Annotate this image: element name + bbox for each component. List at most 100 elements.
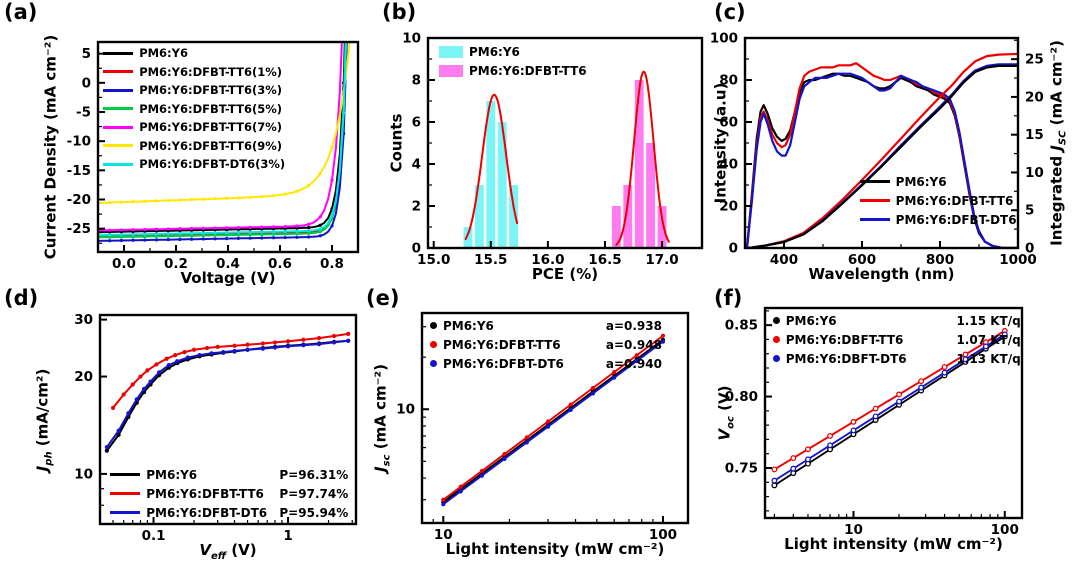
panel-c: (c) 400 600 800 1000 0 20 40 60 80 100 0 5 10 15 20 25 …	[710, 0, 1080, 286]
legend-c: PM6:Y6 PM6:Y6:DFBT-TT6 PM6:Y6:DFBT-DT6	[859, 172, 1017, 229]
panel-b: (b) 15.0 15.5 16.0 16.5 17.0 0 2 4 6 8 10 PCE (%) …	[378, 0, 710, 286]
legend-swatch-icon	[772, 336, 780, 344]
legend-label: PM6:Y6:DFBT-DT6	[895, 212, 1017, 227]
x-tick-label: 16.0	[531, 252, 564, 268]
legend-swatch-icon	[110, 473, 141, 477]
legend-item: PM6:Y6	[859, 172, 1017, 191]
legend-swatch-icon	[103, 51, 134, 55]
y-tick-label: 40	[719, 157, 738, 173]
legend-item: PM6:Y6:DBFT-DT6 1.13 KT/q	[772, 349, 1021, 368]
legend-label: PM6:Y6	[442, 318, 494, 333]
y-axis-label-d: Jph (mA/cm²)	[33, 368, 55, 471]
legend-label: PM6:Y6	[139, 46, 188, 61]
y-tick-label: 0.75	[725, 461, 758, 477]
legend-swatch-icon	[103, 125, 134, 129]
y-tick-label: 8	[412, 73, 421, 89]
x-tick-label: 0.1	[142, 528, 166, 544]
legend-value: P=96.31%	[279, 467, 349, 482]
x-tick-label: 16.5	[588, 252, 621, 268]
panel-tag-c: (c)	[714, 0, 746, 24]
y-tick-label: 0	[82, 75, 91, 91]
legend-item: PM6:Y6:DFBT-TT6 P=97.74%	[110, 484, 348, 503]
legend-item: PM6:Y6:DFBT-TT6(9%)	[103, 137, 285, 156]
x-axis-label-a: Voltage (V)	[180, 269, 276, 287]
y-tick-label: -15	[67, 163, 91, 179]
x-tick-label: 0.6	[268, 256, 292, 272]
legend-label: PM6:Y6	[785, 313, 837, 328]
legend-value: a=0.940	[605, 356, 662, 371]
legend-label: PM6:Y6:DFBT-TT6(9%)	[139, 138, 282, 153]
legend-swatch-icon	[859, 199, 890, 203]
y-tick-label: 0.80	[725, 389, 758, 405]
legend-item: PM6:Y6:DFBT-DT6 P=95.94%	[110, 503, 348, 522]
legend-swatch-icon	[103, 162, 134, 166]
panel-f: (f) 10 100 0.75 0.80 0.85 Light intensity (m…	[710, 286, 1080, 572]
legend-item: PM6:Y6:DBFT-TT6 1.07 KT/q	[772, 330, 1021, 349]
legend-label: PM6:Y6	[468, 44, 520, 59]
x-tick-label: 0.4	[216, 256, 240, 272]
legend-a: PM6:Y6 PM6:Y6:DFBT-TT6(1%) PM6:Y6:DFBT-TT6…	[103, 44, 285, 174]
y-tick-label: 10	[74, 466, 93, 482]
legend-label: PM6:Y6:DBFT-DT6	[785, 351, 907, 366]
legend-label: PM6:Y6:DFBT-TT6	[146, 486, 264, 501]
legend-item: PM6:Y6:DFBT-TT6(7%)	[103, 118, 285, 137]
legend-b: PM6:Y6 PM6:Y6:DFBT-TT6	[438, 42, 587, 80]
legend-label: PM6:Y6:DFBT-TT6(1%)	[139, 64, 282, 79]
legend-swatch-icon	[103, 88, 134, 92]
panel-tag-d: (d)	[4, 286, 39, 310]
legend-item: PM6:Y6	[438, 42, 587, 61]
legend-item: PM6:Y6 a=0.938	[429, 316, 662, 335]
legend-swatch-icon	[429, 341, 437, 349]
y2-axis-label-c: Integrated JSC (mA cm⁻²)	[1047, 40, 1069, 246]
x-axis-label-f: Light intensity (mW cm⁻²)	[784, 535, 1003, 553]
y2-tick-label: 20	[1025, 89, 1044, 105]
panel-a: (a) 0.0 0.2 0.4 0.6 0.8 5 0 -5 -10 -15 -20 -25 Volt…	[0, 0, 378, 287]
panel-tag-a: (a)	[4, 0, 38, 24]
x-tick-label: 17.0	[645, 252, 678, 268]
x-axis-label-b: PCE (%)	[531, 265, 599, 283]
x-tick-label: 1000	[999, 252, 1037, 268]
legend-swatch-icon	[110, 492, 141, 496]
y-axis-label-b: Counts	[387, 113, 406, 173]
x-tick-label: 100	[991, 522, 1019, 538]
x-tick-label: 600	[848, 252, 876, 268]
legend-label: PM6:Y6:DFBT-TT6	[895, 193, 1014, 208]
panel-tag-e: (e)	[366, 286, 400, 310]
legend-label: PM6:Y6:DFBT-TT6	[442, 337, 561, 352]
legend-swatch-icon	[772, 317, 780, 325]
legend-swatch-icon	[438, 64, 463, 77]
legend-value: P=95.94%	[279, 505, 349, 520]
y-axis-label-e: Jsc (mA cm⁻²)	[371, 364, 393, 472]
y-tick-label: 10	[402, 31, 421, 47]
legend-item: PM6:Y6:DFBT-TT6	[859, 191, 1017, 210]
legend-d: PM6:Y6 P=96.31% PM6:Y6:DFBT-TT6 P=97.74% PM6…	[110, 465, 348, 522]
legend-value: a=0.938	[605, 318, 662, 333]
legend-label: PM6:Y6:DFBT-TT6(3%)	[139, 83, 282, 98]
legend-label: PM6:Y6:DFBT-DT6(3%)	[139, 157, 286, 172]
legend-value: a=0.948	[605, 337, 662, 352]
legend-label: PM6:Y6	[895, 174, 947, 189]
x-tick-label: 0.0	[112, 256, 136, 272]
y-tick-label: -5	[76, 105, 91, 121]
y-tick-label: 10	[396, 402, 415, 418]
legend-label: PM6:Y6:DFBT-DT6	[442, 356, 564, 371]
chart-a-jv-curves: 0.0 0.2 0.4 0.6 0.8 5 0 -5 -10 -15 -20 -25	[67, 40, 360, 272]
panel-tag-b: (b)	[382, 0, 417, 24]
panel-tag-f: (f)	[714, 286, 743, 310]
x-tick-label: 100	[649, 527, 677, 543]
y-tick-label: 0.85	[725, 318, 758, 334]
x-tick-label: 0.2	[164, 256, 188, 272]
legend-swatch-icon	[103, 107, 134, 111]
legend-item: PM6:Y6	[103, 44, 285, 63]
y-tick-label: 20	[74, 369, 93, 385]
y2-tick-label: 25	[1025, 52, 1044, 68]
x-tick-label: 10	[434, 527, 453, 543]
legend-value: 1.13 KT/q	[956, 351, 1021, 366]
legend-item: PM6:Y6:DFBT-DT6 a=0.940	[429, 354, 662, 373]
legend-item: PM6:Y6:DFBT-TT6(5%)	[103, 100, 285, 119]
y-axis-label-a: Current Density (mA cm⁻²)	[41, 34, 60, 260]
chart-f-voc-light-intensity: 10 100 0.75 0.80 0.85	[725, 306, 1024, 538]
x-tick-label: 0.8	[320, 256, 344, 272]
legend-swatch-icon	[429, 360, 437, 368]
legend-value: P=97.74%	[279, 486, 349, 501]
